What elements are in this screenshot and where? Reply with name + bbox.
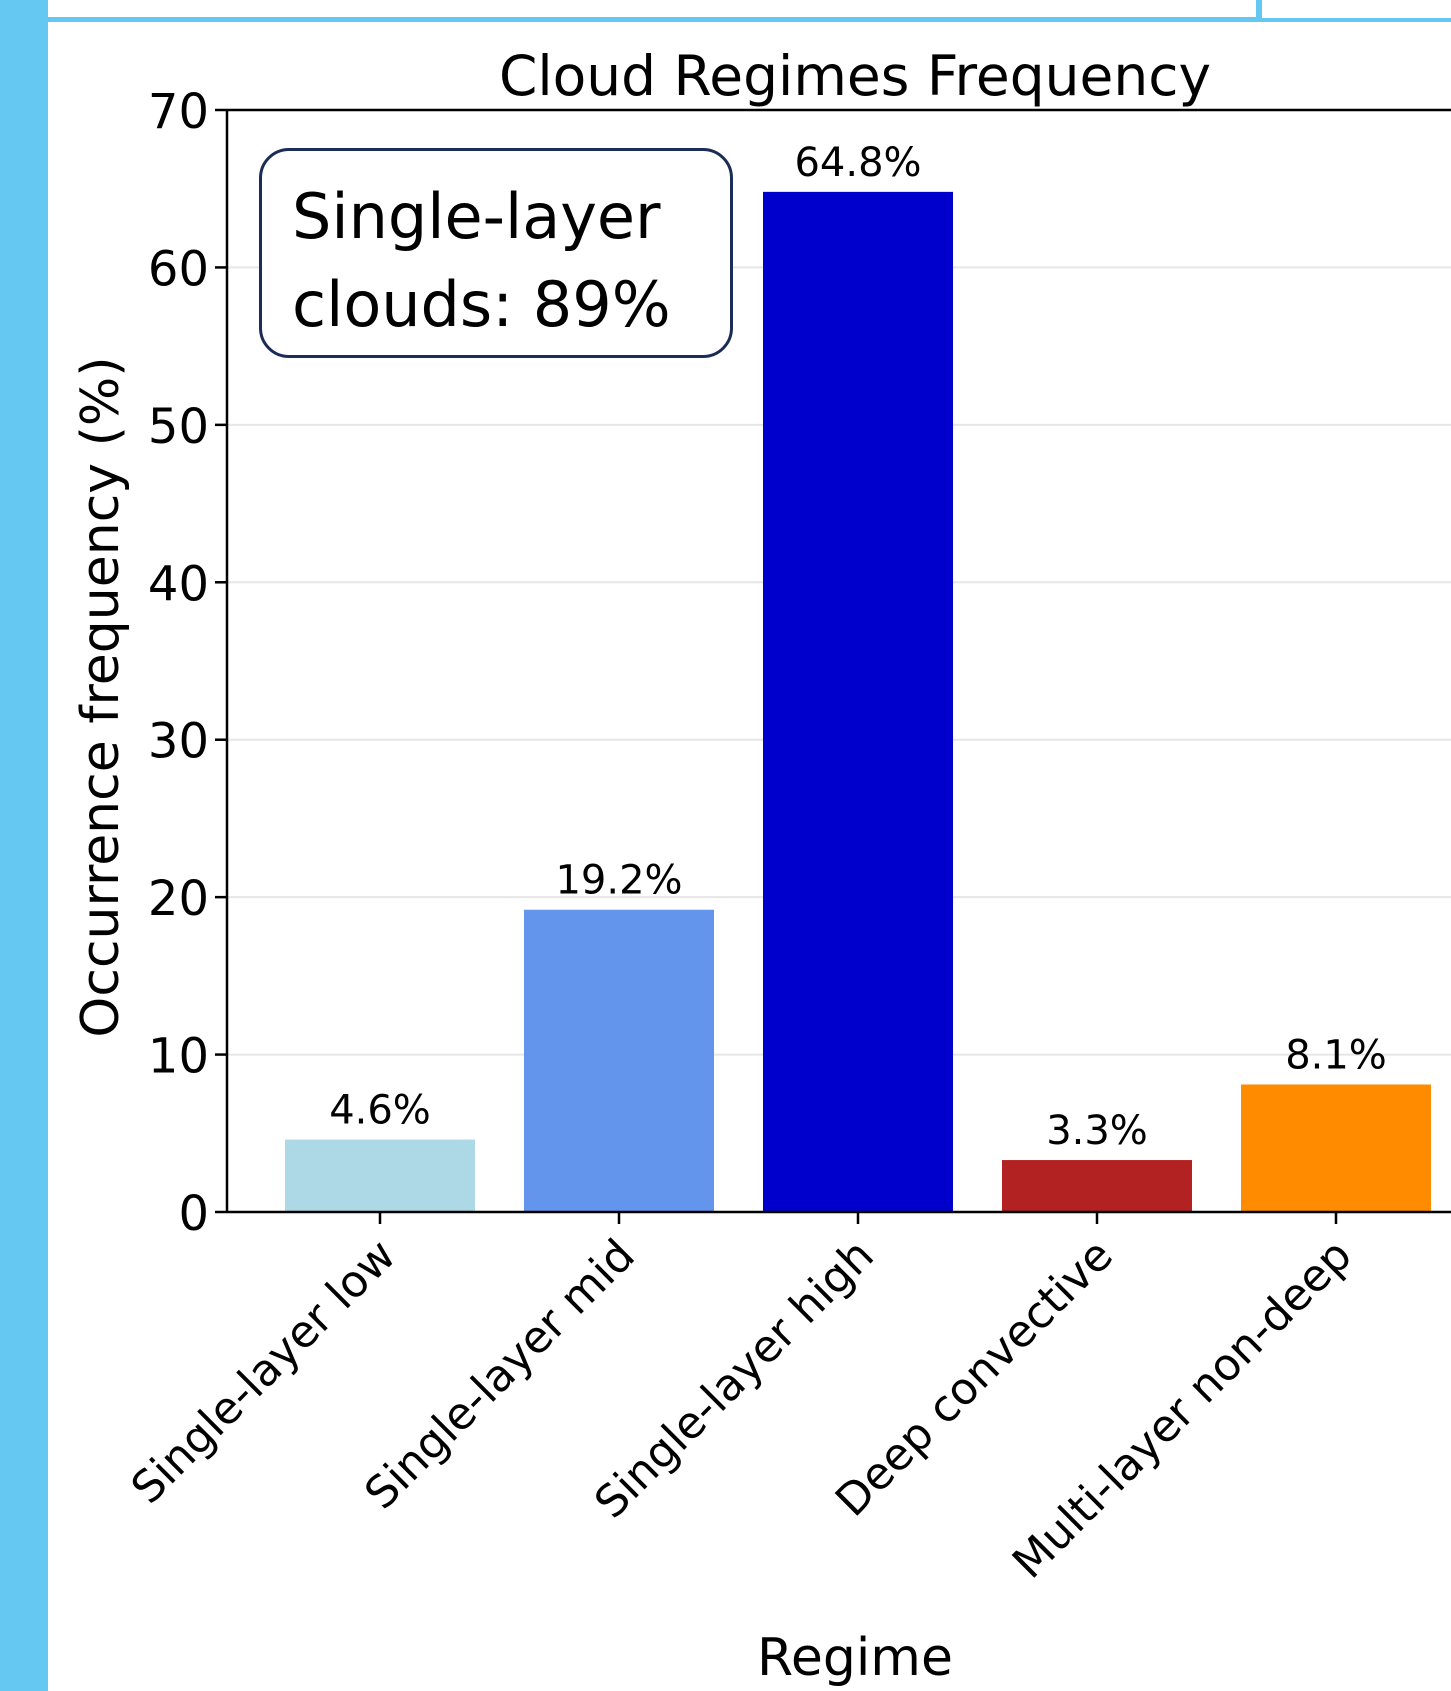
frame-divider xyxy=(1256,0,1262,22)
y-axis-label: Occurrence frequency (%) xyxy=(71,356,131,1037)
x-tick-label: Single-layer low xyxy=(122,1230,406,1514)
annotation-line-1: Single-layer xyxy=(292,180,661,253)
bar xyxy=(1241,1084,1431,1212)
annotation-box: Single-layer clouds: 89% xyxy=(259,148,733,358)
bar xyxy=(285,1139,475,1212)
bar-value-label: 8.1% xyxy=(1285,1032,1387,1078)
frame-right-top-border xyxy=(1262,18,1451,22)
y-tick-label: 70 xyxy=(148,84,209,140)
chart-title: Cloud Regimes Frequency xyxy=(499,44,1211,108)
bar-value-label: 19.2% xyxy=(555,858,682,904)
y-tick-label: 60 xyxy=(148,241,209,297)
y-tick-label: 10 xyxy=(148,1029,209,1085)
y-tick-label: 20 xyxy=(148,871,209,927)
frame-left-border xyxy=(0,0,48,1691)
bar-value-label: 3.3% xyxy=(1046,1108,1148,1154)
y-tick-label: 50 xyxy=(148,399,209,455)
bar-value-label: 64.8% xyxy=(794,140,921,186)
axes: 0 10 20 30 40 50 60 70 xyxy=(148,84,1451,1242)
bar xyxy=(1002,1160,1192,1212)
bar xyxy=(763,191,953,1212)
bar xyxy=(524,909,714,1212)
annotation-line-2: clouds: 89% xyxy=(292,268,671,341)
y-tick-label: 30 xyxy=(148,714,209,770)
bars xyxy=(285,191,1431,1212)
frame-top-inner xyxy=(48,0,1256,17)
y-tick-label: 40 xyxy=(148,556,209,612)
bar-value-label: 4.6% xyxy=(329,1088,431,1134)
y-tick-label: 0 xyxy=(178,1186,209,1242)
x-axis-label: Regime xyxy=(757,1628,953,1688)
